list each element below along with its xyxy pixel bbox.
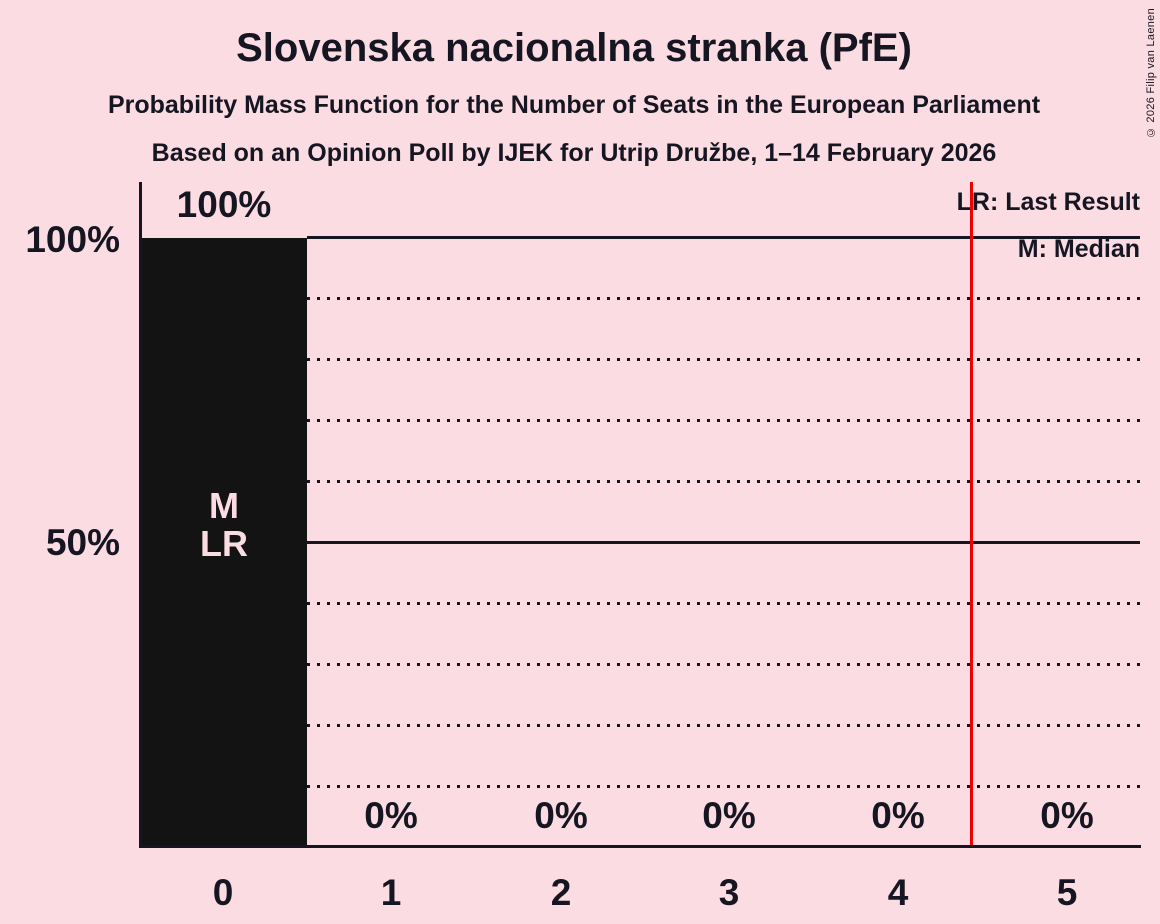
gridline-90pct	[307, 297, 1140, 300]
median-marker-label: M	[209, 485, 239, 526]
x-tick-4: 4	[887, 872, 909, 913]
red-threshold-line	[970, 182, 973, 845]
y-axis-label-50: 50%	[45, 522, 120, 563]
copyright-notice: © 2026 Filip van Laenen	[1145, 8, 1157, 139]
x-tick-3: 3	[718, 872, 740, 913]
gridline-10pct	[307, 785, 1140, 788]
gridline-20pct	[307, 724, 1140, 727]
x-axis-line	[139, 845, 1141, 848]
gridline-50pct	[307, 541, 1140, 544]
chart-source-line: Based on an Opinion Poll by IJEK for Utr…	[151, 139, 997, 167]
bar-value-label-3: 0%	[702, 795, 756, 836]
last-result-marker-label: LR	[200, 523, 248, 564]
gridline-70pct	[307, 419, 1140, 422]
x-tick-1: 1	[380, 872, 402, 913]
gridline-100pct	[307, 236, 1140, 239]
bar-value-label-1: 0%	[364, 795, 418, 836]
gridline-80pct	[307, 358, 1140, 361]
chart-title: Slovenska nacionalna stranka (PfE)	[236, 26, 912, 70]
bar-value-label-0: 100%	[176, 184, 272, 225]
chart-subtitle: Probability Mass Function for the Number…	[107, 91, 1041, 119]
bar-value-label-5: 0%	[1040, 795, 1094, 836]
gridline-40pct	[307, 602, 1140, 605]
x-tick-0: 0	[212, 872, 234, 913]
legend-last-result: LR: Last Result	[956, 188, 1140, 216]
gridline-30pct	[307, 663, 1140, 666]
bar-value-label-2: 0%	[534, 795, 588, 836]
x-tick-2: 2	[550, 872, 572, 913]
y-axis-label-100: 100%	[25, 219, 120, 260]
legend-median: M: Median	[1017, 235, 1140, 263]
bar-value-label-4: 0%	[871, 795, 925, 836]
x-tick-5: 5	[1056, 872, 1078, 913]
gridline-60pct	[307, 480, 1140, 483]
y-axis-line	[139, 182, 142, 848]
bar-seats-0: M LR	[141, 238, 307, 845]
